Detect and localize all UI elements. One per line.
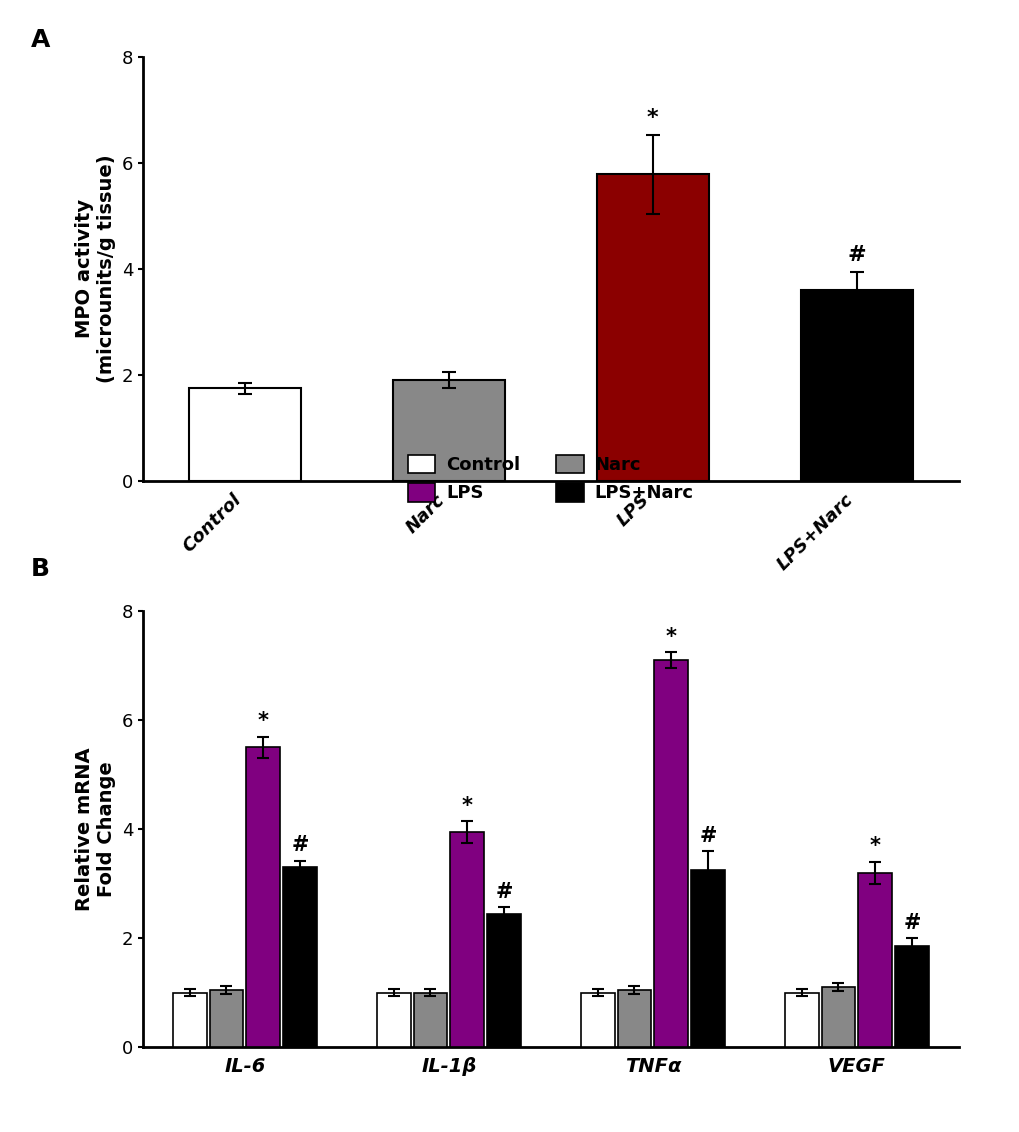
Text: B: B	[31, 557, 50, 581]
Bar	[209, 989, 244, 1047]
Bar	[596, 174, 708, 481]
Bar	[800, 290, 912, 481]
Bar	[376, 993, 411, 1047]
Bar	[784, 993, 818, 1047]
Bar	[246, 747, 280, 1047]
Bar	[857, 873, 892, 1047]
Text: *: *	[665, 627, 676, 646]
Text: #: #	[698, 825, 716, 846]
Legend: Control, LPS, Narc, LPS+Narc: Control, LPS, Narc, LPS+Narc	[408, 455, 693, 503]
Text: #: #	[494, 882, 513, 902]
Bar	[189, 388, 301, 481]
Text: *: *	[258, 711, 268, 731]
Text: *: *	[869, 837, 879, 857]
Bar	[616, 989, 651, 1047]
Text: *: *	[462, 796, 472, 815]
Y-axis label: Relative mRNA
Fold Change: Relative mRNA Fold Change	[75, 747, 116, 911]
Bar	[282, 867, 317, 1047]
Bar	[653, 660, 688, 1047]
Bar	[413, 993, 447, 1047]
Text: A: A	[31, 28, 50, 52]
Bar	[449, 832, 484, 1047]
Text: #: #	[290, 835, 309, 856]
Bar	[392, 380, 504, 481]
Text: #: #	[847, 246, 865, 265]
Bar	[690, 871, 725, 1047]
Y-axis label: MPO activity
(microunits/g tissue): MPO activity (microunits/g tissue)	[75, 155, 116, 383]
Text: #: #	[902, 912, 920, 933]
Bar	[172, 993, 207, 1047]
Bar	[894, 946, 928, 1047]
Text: *: *	[646, 109, 658, 128]
Bar	[486, 914, 521, 1047]
Bar	[580, 993, 614, 1047]
Bar	[820, 987, 855, 1047]
